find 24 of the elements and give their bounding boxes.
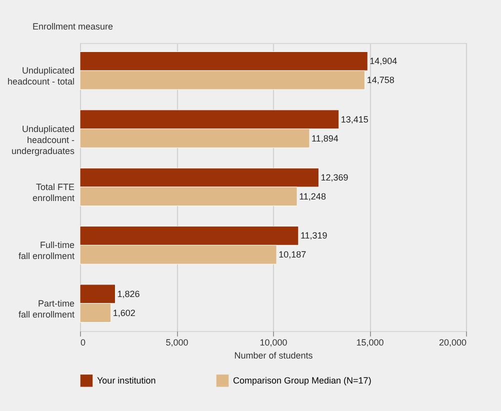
data-label: 11,319 [300,230,328,241]
data-label: 13,415 [340,114,368,124]
data-label: 11,248 [299,191,326,202]
x-tick-label: 20,000 [438,338,466,348]
y-tick-label: Unduplicated headcount - total [7,66,74,87]
data-label: 11,894 [312,133,338,144]
data-label: 1,602 [112,308,136,318]
legend-label: Your institution [97,376,156,386]
x-axis-title: Number of students [234,350,314,360]
x-tick-label: 10,000 [260,338,288,348]
data-label: 14,904 [370,56,398,66]
data-label: 14,758 [366,75,394,86]
x-tick-label: 0 [80,338,86,348]
data-label: 12,369 [320,172,348,183]
y-tick-label: Unduplicated headcount - undergraduates [11,124,75,156]
data-label: 10,187 [278,250,306,260]
x-tick-label: 15,000 [356,338,384,348]
y-tick-label: Total FTE enrollment [32,182,75,203]
y-axis-title: Enrollment measure [32,22,114,32]
legend-label: Comparison Group Median (N=17) [233,376,372,386]
x-tick-label: 5,000 [166,338,188,348]
y-tick-label: Full-time fall enrollment [18,240,75,262]
data-label: 1,826 [117,288,140,299]
y-tick-label: Part-time fall enrollment [18,298,75,320]
